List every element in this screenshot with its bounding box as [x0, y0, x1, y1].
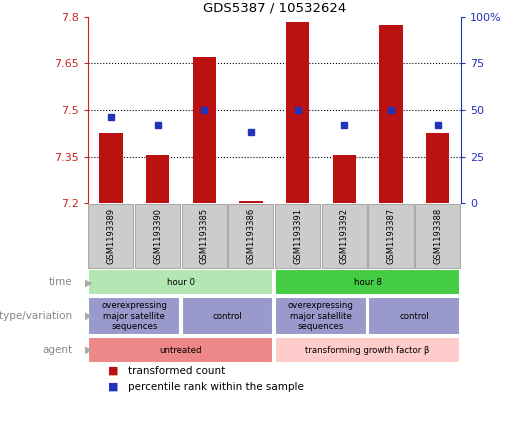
Text: GSM1193389: GSM1193389: [107, 208, 115, 264]
Bar: [368, 204, 414, 268]
Bar: [88, 297, 180, 335]
Text: genotype/variation: genotype/variation: [0, 311, 72, 321]
Bar: [182, 204, 227, 268]
Bar: [99, 133, 123, 203]
Text: agent: agent: [42, 345, 72, 355]
Text: ▶: ▶: [85, 277, 93, 287]
Text: ▶: ▶: [85, 311, 93, 321]
Bar: [275, 204, 320, 268]
Text: ■: ■: [108, 382, 118, 392]
Text: GSM1193387: GSM1193387: [386, 208, 396, 264]
Text: control: control: [399, 312, 429, 321]
Text: ■: ■: [108, 365, 118, 376]
Bar: [146, 155, 169, 203]
Title: GDS5387 / 10532624: GDS5387 / 10532624: [202, 1, 346, 14]
Bar: [379, 25, 403, 203]
Text: GSM1193386: GSM1193386: [246, 208, 255, 264]
Text: overexpressing
major satellite
sequences: overexpressing major satellite sequences: [288, 301, 354, 331]
Bar: [415, 204, 460, 268]
Text: GSM1193385: GSM1193385: [200, 208, 209, 264]
Bar: [286, 22, 309, 203]
Text: GSM1193391: GSM1193391: [293, 208, 302, 264]
Bar: [239, 201, 263, 203]
Text: control: control: [213, 312, 243, 321]
Text: hour 0: hour 0: [167, 278, 195, 287]
Bar: [333, 155, 356, 203]
Text: percentile rank within the sample: percentile rank within the sample: [128, 382, 304, 392]
Text: GSM1193392: GSM1193392: [340, 208, 349, 264]
Bar: [88, 269, 273, 295]
Bar: [426, 133, 449, 203]
Text: ▶: ▶: [85, 345, 93, 355]
Bar: [182, 297, 273, 335]
Text: transforming growth factor β: transforming growth factor β: [305, 346, 430, 354]
Bar: [88, 204, 133, 268]
Text: GSM1193390: GSM1193390: [153, 208, 162, 264]
Bar: [275, 297, 367, 335]
Text: untreated: untreated: [160, 346, 202, 354]
Bar: [88, 337, 273, 363]
Bar: [135, 204, 180, 268]
Text: GSM1193388: GSM1193388: [433, 208, 442, 264]
Text: transformed count: transformed count: [128, 365, 225, 376]
Bar: [228, 204, 273, 268]
Bar: [368, 297, 460, 335]
Bar: [322, 204, 367, 268]
Text: hour 8: hour 8: [354, 278, 382, 287]
Bar: [193, 57, 216, 203]
Bar: [275, 269, 460, 295]
Bar: [275, 337, 460, 363]
Text: overexpressing
major satellite
sequences: overexpressing major satellite sequences: [101, 301, 167, 331]
Text: time: time: [48, 277, 72, 287]
